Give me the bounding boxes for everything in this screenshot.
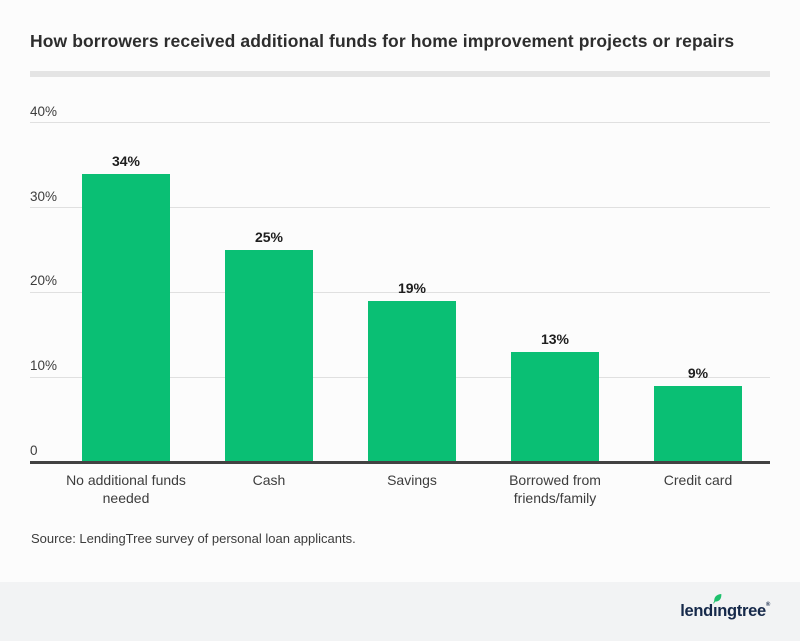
y-gridline [30,122,770,124]
bar-value-label: 9% [687,364,709,381]
y-gridline [30,207,770,209]
bar [82,173,170,462]
bar [225,250,313,462]
lendingtree-logo: lend ıngtree® [680,594,770,621]
logo-text-part1: lend [680,602,713,621]
leaf-icon [713,594,722,604]
logo-text-part2: ıngtree [712,602,766,621]
x-axis-label: No additional funds needed [66,472,186,506]
registered-mark: ® [765,602,770,609]
bar [368,300,456,462]
x-axis-labels: No additional funds needed Cash Savings Bor… [30,471,770,515]
y-gridline [30,291,770,293]
y-axis-tick-label: 20% [30,273,58,289]
bar-value-label: 19% [397,279,427,296]
source-note: Source: LendingTree survey of personal l… [31,531,356,546]
footer-bar: lend ıngtree® [0,582,800,641]
x-axis-label: Credit card [663,472,733,488]
title-divider [30,71,770,77]
plot-area: 40% 30% 20% 10% 0 34% 25% 19% 13% 9% [30,103,770,464]
y-axis-tick-label: 40% [30,103,58,119]
x-axis-label: Cash [252,472,286,488]
chart-title: How borrowers received additional funds … [30,31,735,51]
x-axis-label: Borrowed from friends/family [509,472,601,506]
bar [654,385,742,462]
bar-value-label: 13% [540,330,570,347]
y-axis-tick-label: 0 [30,443,38,458]
bar-value-label: 34% [111,152,141,169]
y-axis-tick-label: 30% [30,188,58,204]
x-axis-label: Savings [387,472,437,488]
y-axis-tick-label: 10% [30,358,58,374]
bar-value-label: 25% [254,229,284,246]
x-axis-baseline [30,460,770,464]
bar [511,351,599,462]
